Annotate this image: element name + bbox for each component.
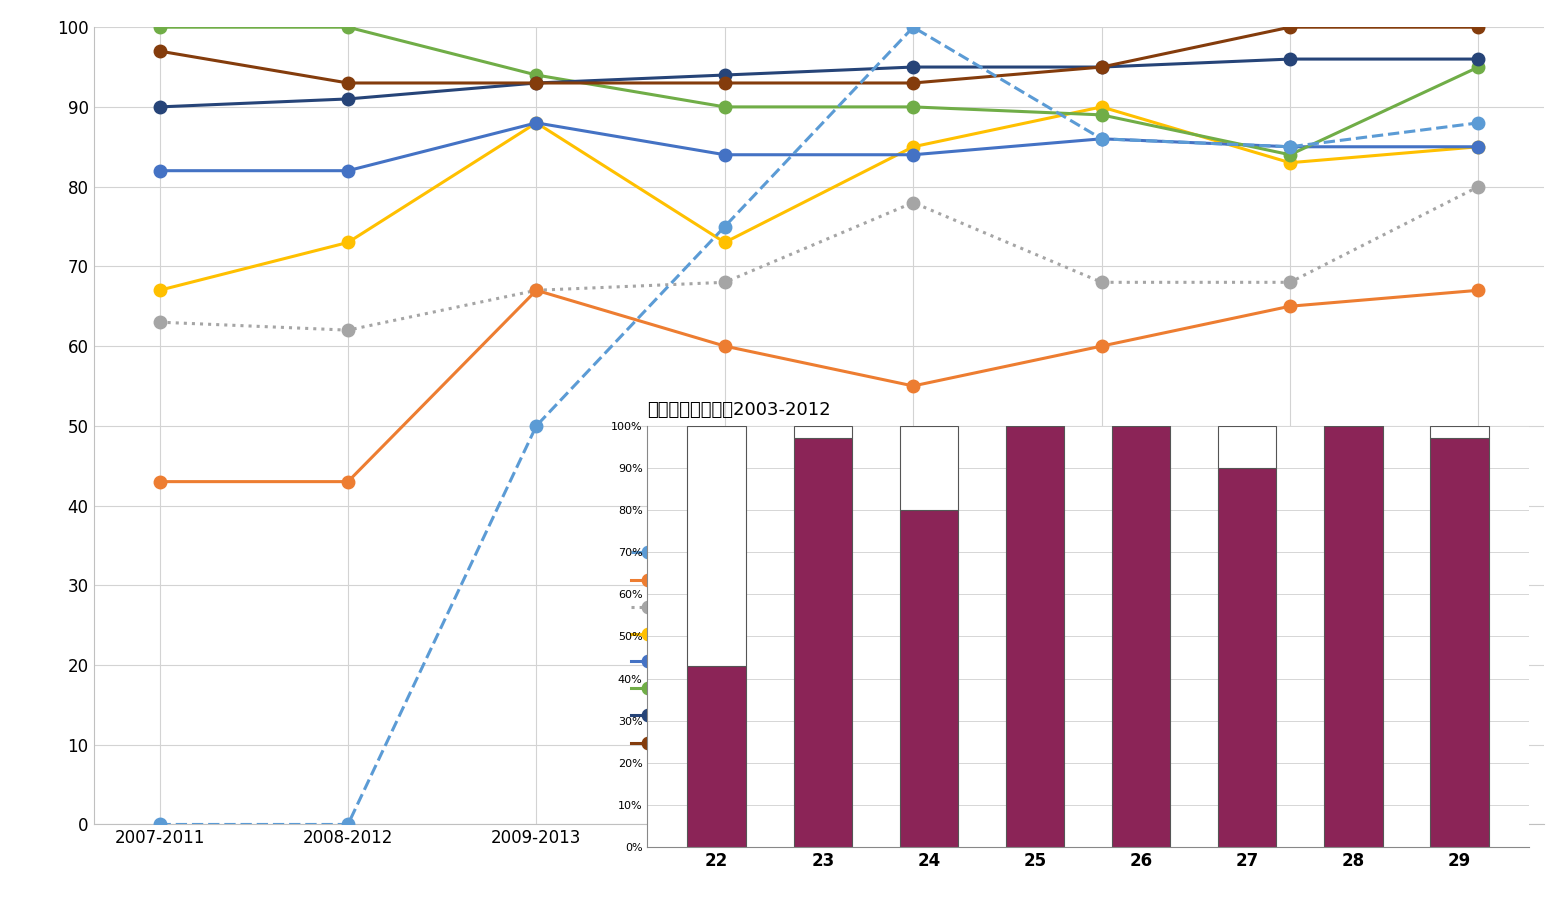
Bar: [900, 510, 958, 847]
Bar: [794, 439, 852, 847]
25週: [1092, 101, 1111, 112]
26週: [1470, 141, 1488, 152]
Line: 27週: 27週: [153, 21, 1485, 161]
24週: [527, 284, 546, 295]
Legend: 22週, 23週, 24週, 25週, 26週, 27週, 28週, 29週: 22週, 23週, 24週, 25週, 26週, 27週, 28週, 29週: [632, 545, 705, 752]
22週: [1281, 141, 1299, 152]
Line: 26週: 26週: [153, 117, 1485, 177]
Bar: [1006, 426, 1064, 847]
25週: [1470, 141, 1488, 152]
26週: [150, 165, 168, 176]
29週: [1470, 22, 1488, 33]
Bar: [1324, 426, 1382, 847]
23週: [527, 284, 546, 295]
24週: [903, 198, 922, 208]
Bar: [688, 666, 746, 847]
Bar: [794, 426, 852, 439]
Bar: [1431, 439, 1488, 847]
29週: [903, 78, 922, 89]
23週: [1281, 301, 1299, 312]
26週: [339, 165, 357, 176]
22週: [1470, 118, 1488, 129]
25週: [339, 237, 357, 248]
28週: [1281, 53, 1299, 64]
23週: [150, 477, 168, 487]
Bar: [1218, 467, 1276, 847]
23週: [1470, 284, 1488, 295]
22週: [903, 22, 922, 33]
23週: [903, 381, 922, 391]
22週: [150, 819, 168, 830]
27週: [1470, 62, 1488, 72]
28週: [527, 78, 546, 89]
29週: [527, 78, 546, 89]
28週: [339, 93, 357, 104]
Bar: [1218, 426, 1276, 467]
28週: [1470, 53, 1488, 64]
23週: [339, 477, 357, 487]
24週: [716, 277, 735, 288]
27週: [903, 101, 922, 112]
24週: [1281, 277, 1299, 288]
Bar: [1112, 426, 1170, 847]
29週: [150, 45, 168, 56]
Line: 24週: 24週: [153, 180, 1485, 336]
Bar: [1431, 426, 1488, 439]
27週: [150, 22, 168, 33]
23週: [716, 341, 735, 352]
26週: [903, 149, 922, 160]
22週: [339, 819, 357, 830]
26週: [1092, 133, 1111, 144]
26週: [1281, 141, 1299, 152]
Line: 22週: 22週: [153, 21, 1485, 831]
23週: [1092, 341, 1111, 352]
26週: [716, 149, 735, 160]
27週: [1281, 149, 1299, 160]
Bar: [900, 426, 958, 510]
28週: [1092, 62, 1111, 72]
28週: [150, 101, 168, 112]
22週: [716, 221, 735, 232]
Line: 29週: 29週: [153, 21, 1485, 89]
25週: [1281, 158, 1299, 169]
29週: [1281, 22, 1299, 33]
25週: [716, 237, 735, 248]
22週: [1092, 133, 1111, 144]
28週: [903, 62, 922, 72]
27週: [339, 22, 357, 33]
24週: [339, 324, 357, 335]
29週: [339, 78, 357, 89]
27週: [527, 70, 546, 81]
24週: [1470, 181, 1488, 192]
Bar: [688, 426, 746, 666]
24週: [150, 317, 168, 328]
Line: 28週: 28週: [153, 53, 1485, 113]
29週: [716, 78, 735, 89]
25週: [903, 141, 922, 152]
Text: 全国調査の生存率2003-2012: 全国調査の生存率2003-2012: [647, 400, 831, 419]
28週: [716, 70, 735, 81]
25週: [527, 118, 546, 129]
25週: [150, 284, 168, 295]
Line: 25週: 25週: [153, 101, 1485, 296]
22週: [527, 420, 546, 431]
24週: [1092, 277, 1111, 288]
27週: [1092, 110, 1111, 120]
27週: [716, 101, 735, 112]
Line: 23週: 23週: [153, 284, 1485, 487]
29週: [1092, 62, 1111, 72]
26週: [527, 118, 546, 129]
